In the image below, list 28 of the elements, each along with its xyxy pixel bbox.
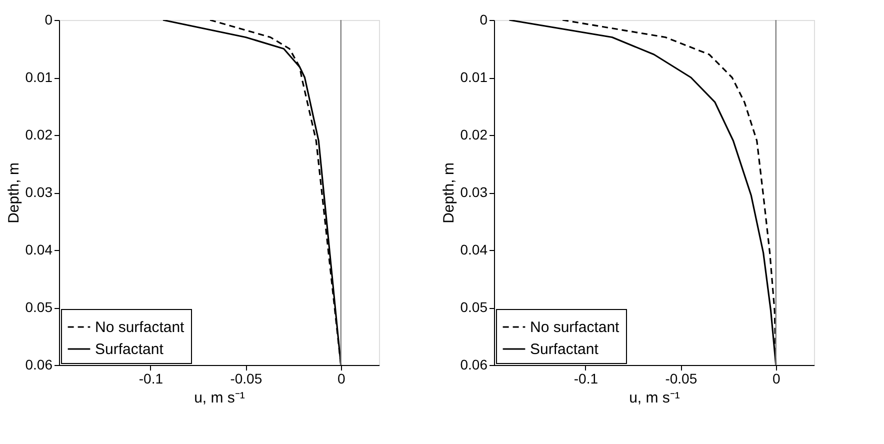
y-tick-label: 0.05 xyxy=(25,299,53,315)
x-tick-label: 0 xyxy=(772,370,781,386)
y-tick-label: 0.04 xyxy=(460,242,488,258)
y-tick-label: 0.02 xyxy=(25,126,53,142)
x-tick-label: -0.05 xyxy=(665,370,698,386)
x-tick-label: -0.1 xyxy=(574,370,598,386)
y-tick-label: 0.03 xyxy=(25,184,53,200)
y-tick-label: 0.01 xyxy=(460,69,488,85)
x-tick-label: -0.1 xyxy=(138,370,164,386)
y-tick-label: 0.04 xyxy=(25,242,53,258)
legend-label: No surfactant xyxy=(95,319,186,336)
y-tick-label: 0.01 xyxy=(25,69,53,85)
x-axis-title: u, m s⁻¹ xyxy=(194,390,245,406)
y-tick-label: 0 xyxy=(44,12,53,28)
y-tick-label: 0.06 xyxy=(25,356,53,372)
legend-label: Surfactant xyxy=(95,341,164,358)
y-tick-label: 0.06 xyxy=(460,356,488,372)
y-tick-label: 0.02 xyxy=(460,126,488,142)
y-tick-label: 0 xyxy=(480,12,488,28)
y-axis-title: Depth, m xyxy=(5,162,22,224)
y-axis-title: Depth, m xyxy=(440,162,458,224)
y-tick-label: 0.03 xyxy=(460,184,488,200)
x-tick-label: -0.05 xyxy=(230,370,262,386)
y-tick-label: 0.05 xyxy=(460,299,488,315)
x-tick-label: 0 xyxy=(338,370,346,386)
legend-label: Surfactant xyxy=(530,341,600,358)
x-axis-title: u, m s⁻¹ xyxy=(629,390,680,406)
legend-label: No surfactant xyxy=(530,319,620,336)
